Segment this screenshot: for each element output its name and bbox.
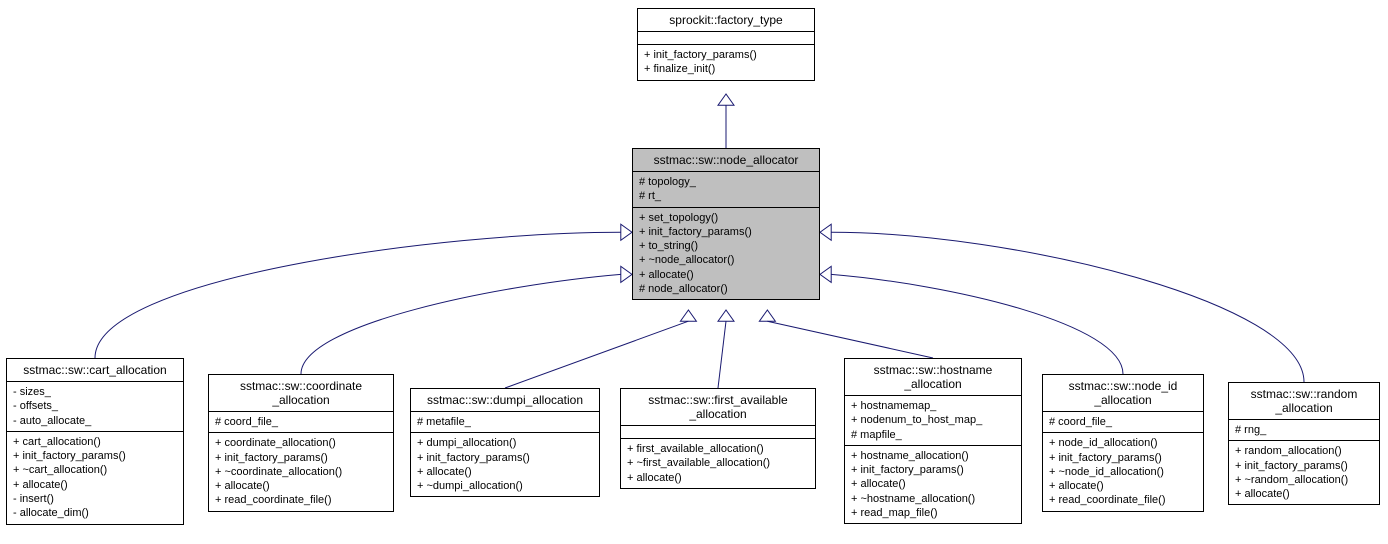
method: + init_factory_params() bbox=[639, 225, 813, 239]
class-title: sstmac::sw::coordinate _allocation bbox=[209, 375, 393, 412]
method: + cart_allocation() bbox=[13, 435, 177, 449]
method: + allocate() bbox=[215, 479, 387, 493]
attribute: # topology_ bbox=[639, 175, 813, 189]
attributes-section: # metafile_ bbox=[411, 412, 599, 433]
attributes-section: # coord_file_ bbox=[209, 412, 393, 433]
method: + allocate() bbox=[1235, 487, 1373, 501]
class-title: sstmac::sw::node_allocator bbox=[633, 149, 819, 172]
attributes-section: - sizes_- offsets_- auto_allocate_ bbox=[7, 382, 183, 432]
method: + dumpi_allocation() bbox=[417, 436, 593, 450]
methods-section: + random_allocation()+ init_factory_para… bbox=[1229, 441, 1379, 504]
method: + first_available_allocation() bbox=[627, 442, 809, 456]
method: + read_coordinate_file() bbox=[1049, 493, 1197, 507]
attribute: - sizes_ bbox=[13, 385, 177, 399]
class-cart_allocation[interactable]: sstmac::sw::cart_allocation- sizes_- off… bbox=[6, 358, 184, 525]
method: + allocate() bbox=[13, 478, 177, 492]
attribute: # rt_ bbox=[639, 189, 813, 203]
attribute: # coord_file_ bbox=[215, 415, 387, 429]
method: + ~first_available_allocation() bbox=[627, 456, 809, 470]
methods-section: + dumpi_allocation()+ init_factory_param… bbox=[411, 433, 599, 496]
attribute: + hostnamemap_ bbox=[851, 399, 1015, 413]
method: + init_factory_params() bbox=[1235, 459, 1373, 473]
class-dumpi_allocation[interactable]: sstmac::sw::dumpi_allocation# metafile_+… bbox=[410, 388, 600, 497]
method: + ~cart_allocation() bbox=[13, 463, 177, 477]
method: + init_factory_params() bbox=[644, 48, 808, 62]
method: + set_topology() bbox=[639, 211, 813, 225]
attribute: - auto_allocate_ bbox=[13, 414, 177, 428]
class-title: sstmac::sw::random _allocation bbox=[1229, 383, 1379, 420]
methods-section: + hostname_allocation()+ init_factory_pa… bbox=[845, 446, 1021, 523]
method: + ~hostname_allocation() bbox=[851, 492, 1015, 506]
method: - allocate_dim() bbox=[13, 506, 177, 520]
class-hostname_allocation[interactable]: sstmac::sw::hostname _allocation+ hostna… bbox=[844, 358, 1022, 524]
class-title: sstmac::sw::hostname _allocation bbox=[845, 359, 1021, 396]
method: + read_coordinate_file() bbox=[215, 493, 387, 507]
attributes-section: # rng_ bbox=[1229, 420, 1379, 441]
method: + ~dumpi_allocation() bbox=[417, 479, 593, 493]
attribute: + nodenum_to_host_map_ bbox=[851, 413, 1015, 427]
methods-section: + init_factory_params()+ finalize_init() bbox=[638, 45, 814, 80]
method: + init_factory_params() bbox=[1049, 451, 1197, 465]
method: + finalize_init() bbox=[644, 62, 808, 76]
method: + allocate() bbox=[1049, 479, 1197, 493]
attribute: # mapfile_ bbox=[851, 428, 1015, 442]
class-random_allocation[interactable]: sstmac::sw::random _allocation# rng_+ ra… bbox=[1228, 382, 1380, 505]
class-first_available[interactable]: sstmac::sw::first_available _allocation+… bbox=[620, 388, 816, 489]
method: + read_map_file() bbox=[851, 506, 1015, 520]
method: + ~node_id_allocation() bbox=[1049, 465, 1197, 479]
method: + coordinate_allocation() bbox=[215, 436, 387, 450]
attributes-section: # coord_file_ bbox=[1043, 412, 1203, 433]
method: + node_id_allocation() bbox=[1049, 436, 1197, 450]
methods-section: + node_id_allocation()+ init_factory_par… bbox=[1043, 433, 1203, 510]
method: + init_factory_params() bbox=[851, 463, 1015, 477]
methods-section: + coordinate_allocation()+ init_factory_… bbox=[209, 433, 393, 510]
method: + ~coordinate_allocation() bbox=[215, 465, 387, 479]
methods-section: + set_topology()+ init_factory_params()+… bbox=[633, 208, 819, 300]
method: + ~node_allocator() bbox=[639, 253, 813, 267]
method: + random_allocation() bbox=[1235, 444, 1373, 458]
diagram-canvas: sprockit::factory_type+ init_factory_par… bbox=[0, 0, 1388, 544]
method: + to_string() bbox=[639, 239, 813, 253]
attribute: # metafile_ bbox=[417, 415, 593, 429]
method: + allocate() bbox=[639, 268, 813, 282]
method: + allocate() bbox=[417, 465, 593, 479]
attributes-section: # topology_# rt_ bbox=[633, 172, 819, 208]
attribute: # rng_ bbox=[1235, 423, 1373, 437]
attributes-section: + hostnamemap_+ nodenum_to_host_map_# ma… bbox=[845, 396, 1021, 446]
method: + init_factory_params() bbox=[215, 451, 387, 465]
method: + allocate() bbox=[627, 471, 809, 485]
class-factory_type[interactable]: sprockit::factory_type+ init_factory_par… bbox=[637, 8, 815, 81]
attributes-section bbox=[638, 32, 814, 45]
method: + allocate() bbox=[851, 477, 1015, 491]
methods-section: + cart_allocation()+ init_factory_params… bbox=[7, 432, 183, 524]
class-title: sstmac::sw::first_available _allocation bbox=[621, 389, 815, 426]
method: + init_factory_params() bbox=[13, 449, 177, 463]
attributes-section bbox=[621, 426, 815, 439]
class-node_id_allocation[interactable]: sstmac::sw::node_id _allocation# coord_f… bbox=[1042, 374, 1204, 512]
class-title: sstmac::sw::node_id _allocation bbox=[1043, 375, 1203, 412]
method: + ~random_allocation() bbox=[1235, 473, 1373, 487]
attribute: - offsets_ bbox=[13, 399, 177, 413]
method: + hostname_allocation() bbox=[851, 449, 1015, 463]
class-title: sprockit::factory_type bbox=[638, 9, 814, 32]
attribute: # coord_file_ bbox=[1049, 415, 1197, 429]
class-node_allocator[interactable]: sstmac::sw::node_allocator# topology_# r… bbox=[632, 148, 820, 300]
class-title: sstmac::sw::dumpi_allocation bbox=[411, 389, 599, 412]
method: - insert() bbox=[13, 492, 177, 506]
method: # node_allocator() bbox=[639, 282, 813, 296]
class-title: sstmac::sw::cart_allocation bbox=[7, 359, 183, 382]
method: + init_factory_params() bbox=[417, 451, 593, 465]
class-coordinate_allocation[interactable]: sstmac::sw::coordinate _allocation# coor… bbox=[208, 374, 394, 512]
methods-section: + first_available_allocation()+ ~first_a… bbox=[621, 439, 815, 488]
